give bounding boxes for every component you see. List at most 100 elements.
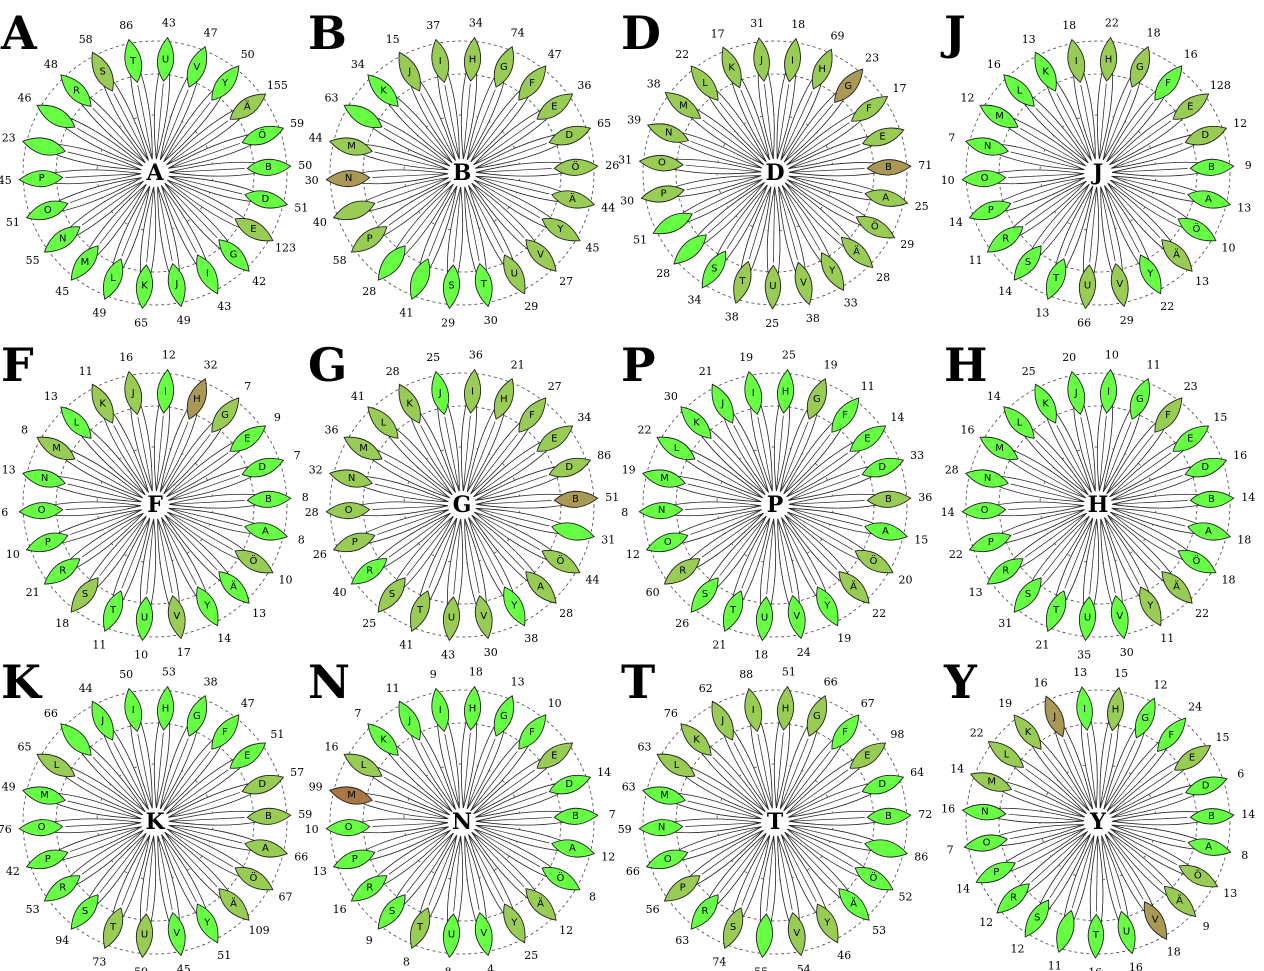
guide-circle [22, 689, 288, 955]
petal-count: 19 [739, 351, 753, 364]
petal-count: 64 [910, 766, 924, 779]
leaf [1189, 490, 1235, 508]
spoke [475, 175, 550, 195]
leaf [518, 397, 547, 433]
spoke [163, 434, 211, 495]
petal-letter: B [265, 494, 272, 505]
spoke [475, 500, 552, 505]
petal-count: 11 [1048, 960, 1062, 971]
petal-count: 16 [941, 803, 955, 816]
leaf [656, 436, 696, 460]
spoke [475, 168, 552, 173]
spoke [420, 93, 456, 161]
spoke [113, 425, 149, 493]
leaf [996, 883, 1030, 914]
petal-letter: P [39, 173, 45, 184]
spoke [1020, 459, 1087, 499]
petal-letter: E [244, 750, 250, 761]
leaf [91, 383, 114, 424]
petal-letter: E [551, 101, 557, 112]
spoke [1100, 186, 1116, 262]
leaf [1143, 901, 1167, 941]
petal-count: 94 [55, 934, 69, 947]
leaf [25, 200, 69, 221]
petal-letter: Ö [556, 871, 564, 884]
petal-letter: K [693, 418, 700, 429]
spoke [726, 184, 768, 249]
petal-letter: J [407, 67, 411, 78]
petal-letter: Ö [258, 128, 266, 141]
leaf [229, 742, 267, 769]
leaf [409, 258, 431, 301]
spoke [784, 831, 838, 888]
spoke [388, 829, 451, 875]
petal-letter: I [752, 705, 755, 716]
leaf [464, 685, 482, 731]
spoke [1035, 439, 1089, 496]
petal-letter: B [1208, 494, 1215, 505]
spoke [781, 834, 817, 902]
leaf [816, 903, 839, 944]
petal-count: 28 [559, 607, 573, 620]
spoke [137, 733, 153, 809]
leaf [474, 911, 493, 957]
petal-letter: A [537, 582, 544, 593]
petal-count: 13 [1022, 33, 1036, 46]
leaf [831, 714, 860, 750]
spoke [788, 792, 860, 818]
leaf [664, 92, 702, 119]
spoke [1111, 175, 1186, 195]
leaf [525, 239, 557, 272]
petal-letter: V [793, 611, 800, 622]
spoke [475, 817, 552, 822]
petal-count: 7 [354, 707, 361, 720]
petal-count: 13 [44, 390, 58, 403]
petal-letter: Ö [1192, 222, 1200, 235]
petal-count: 67 [279, 890, 293, 903]
petal-letter: K [380, 735, 387, 746]
spoke [168, 507, 243, 527]
leaf [325, 819, 371, 837]
spoke [406, 832, 454, 893]
petal-count: 8 [21, 424, 28, 437]
petal-letter: M [52, 443, 61, 454]
leaf [431, 370, 450, 416]
petal-letter: T [109, 605, 117, 616]
petal-count: 25 [426, 351, 440, 364]
petal-count: 38 [806, 312, 820, 325]
leaf [329, 786, 373, 805]
spoke [157, 518, 173, 594]
spoke [1104, 517, 1140, 585]
petal-letter: H [782, 387, 790, 398]
petal-count: 19 [998, 697, 1012, 710]
guide-circle [22, 40, 288, 306]
leaf [711, 700, 734, 741]
spoke [1098, 83, 1107, 160]
spoke [1106, 434, 1154, 495]
spoke [471, 514, 525, 571]
spoke [1109, 511, 1176, 551]
spoke [462, 732, 471, 809]
petal-count: 43 [217, 300, 231, 313]
petal-letter: Y [510, 917, 518, 928]
leaf [409, 590, 431, 633]
leaf [1177, 550, 1217, 574]
spoke [788, 144, 861, 169]
spoke [1087, 732, 1097, 809]
petal-letter: N [658, 822, 665, 833]
spoke [786, 122, 850, 166]
spoke [466, 89, 496, 161]
petal-letter: A [1205, 194, 1212, 205]
petal-count: 50 [241, 48, 255, 61]
petal-count: 50 [298, 159, 312, 172]
petal-letter: N [665, 128, 672, 139]
petal-count: 9 [274, 411, 281, 424]
center-letter: N [452, 809, 472, 835]
leaf [744, 370, 763, 416]
petal-count: 49 [2, 780, 16, 793]
petal-letter: Ä [850, 897, 857, 910]
leaf [690, 894, 719, 930]
spoke [137, 84, 153, 160]
leaf [18, 170, 64, 188]
spoke [166, 769, 229, 815]
